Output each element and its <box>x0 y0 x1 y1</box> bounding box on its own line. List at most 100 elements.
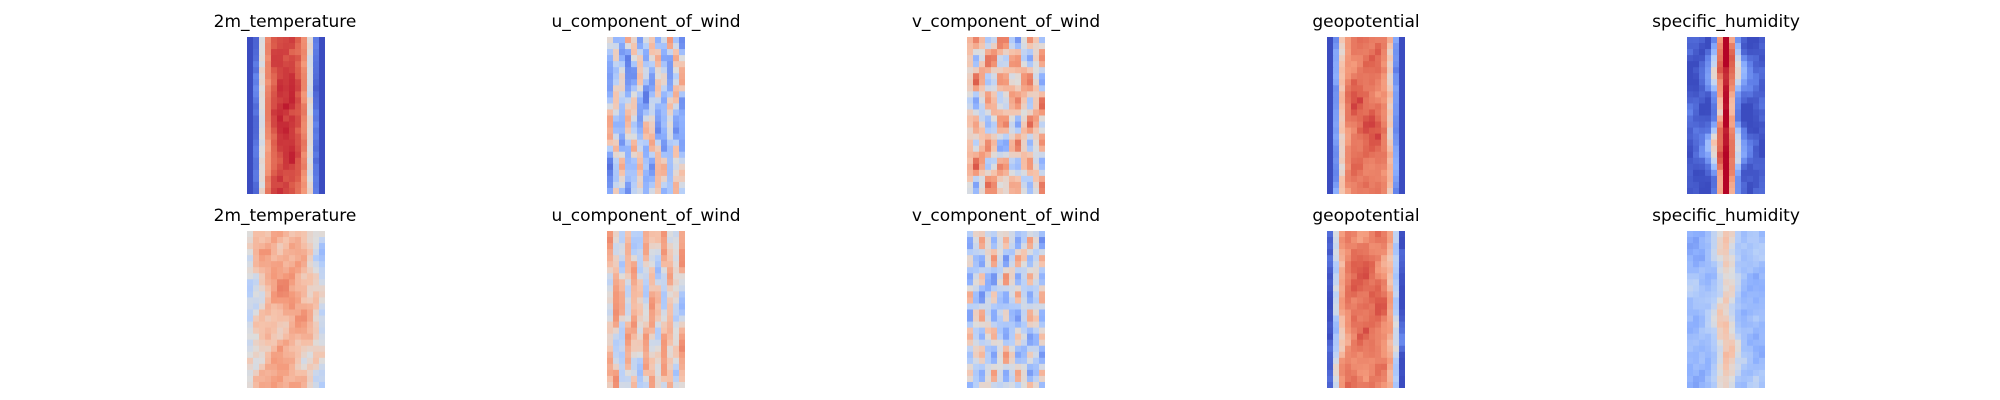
heatmap-cell <box>1687 73 1694 80</box>
heatmap-cell <box>1705 327 1712 335</box>
heatmap-cell <box>1759 175 1765 183</box>
heatmap-cell <box>679 321 685 329</box>
heatmap-cell <box>607 231 614 238</box>
heatmap-cell <box>1729 291 1736 299</box>
heatmap-cell <box>1039 115 1045 123</box>
heatmap-cell <box>1357 309 1364 317</box>
heatmap-cell <box>247 43 254 50</box>
heatmap-cell <box>997 231 1004 238</box>
heatmap-cell <box>1393 181 1400 189</box>
heatmap-cell <box>1375 285 1382 292</box>
heatmap-cell <box>619 73 626 80</box>
heatmap-cell <box>649 291 656 299</box>
heatmap-cell <box>1375 109 1382 117</box>
heatmap-cell <box>277 109 284 117</box>
heatmap-cell <box>649 261 656 268</box>
heatmap-cell <box>1003 187 1010 194</box>
heatmap-cell <box>1345 369 1352 377</box>
heatmap-cell <box>1339 303 1346 311</box>
heatmap-cell <box>991 79 998 86</box>
heatmap-cell <box>997 249 1004 256</box>
heatmap-cell <box>1699 163 1706 171</box>
heatmap-cell <box>985 255 992 262</box>
heatmap-cell <box>247 261 254 268</box>
heatmap-cell <box>1729 85 1736 92</box>
heatmap-cell <box>1387 91 1394 98</box>
heatmap-cell <box>643 291 650 299</box>
heatmap-cell <box>979 151 986 159</box>
heatmap-cell <box>265 363 272 371</box>
heatmap-cell <box>1387 109 1394 117</box>
heatmap-cell <box>667 97 674 105</box>
heatmap-cell <box>1399 339 1405 347</box>
heatmap-cell <box>1033 285 1040 292</box>
heatmap-cell <box>1759 297 1765 305</box>
heatmap-cell <box>655 61 662 68</box>
heatmap-cell <box>313 127 320 135</box>
heatmap-cell <box>649 345 656 353</box>
heatmap-cell <box>1699 255 1706 262</box>
heatmap-cell <box>637 315 644 323</box>
heatmap-cell <box>1033 43 1040 50</box>
heatmap-cell <box>625 243 632 250</box>
heatmap-cell <box>271 321 278 329</box>
heatmap-cell <box>319 381 325 388</box>
heatmap-cell <box>1327 85 1334 92</box>
heatmap-cell <box>1393 249 1400 256</box>
heatmap-cell <box>259 273 266 280</box>
heatmap-cell <box>637 285 644 292</box>
heatmap-cell <box>625 115 632 123</box>
heatmap-cell <box>1351 327 1358 335</box>
heatmap-cell <box>1333 61 1340 68</box>
heatmap-cell <box>1027 133 1034 141</box>
heatmap-cell <box>967 321 974 329</box>
heatmap-cell <box>679 237 685 244</box>
heatmap-cell <box>1729 49 1736 56</box>
heatmap-cell <box>679 121 685 129</box>
heatmap-cell <box>1393 309 1400 317</box>
heatmap-cell <box>667 369 674 377</box>
heatmap-cell <box>1345 351 1352 359</box>
heatmap-cell <box>319 151 325 159</box>
heatmap-cell <box>613 151 620 159</box>
heatmap-cell <box>1357 285 1364 292</box>
heatmap-cell <box>1369 55 1376 62</box>
heatmap-cell <box>637 49 644 56</box>
heatmap-cell <box>973 157 980 165</box>
heatmap-cell <box>649 273 656 280</box>
heatmap-cell <box>1345 237 1352 244</box>
heatmap-cell <box>1327 37 1334 44</box>
heatmap-cell <box>643 279 650 286</box>
heatmap-cell <box>619 231 626 238</box>
heatmap-cell <box>673 73 680 80</box>
heatmap-cell <box>619 261 626 268</box>
heatmap-cell <box>1039 187 1045 194</box>
heatmap-cell <box>295 309 302 317</box>
heatmap-cell <box>1369 249 1376 256</box>
heatmap-cell <box>985 175 992 183</box>
heatmap-cell <box>997 151 1004 159</box>
heatmap-cell <box>1345 267 1352 274</box>
heatmap-cell <box>613 97 620 105</box>
heatmap-cell <box>1393 327 1400 335</box>
heatmap-cell <box>1399 327 1405 335</box>
heatmap-cell <box>1399 97 1405 105</box>
heatmap-cell <box>1345 333 1352 341</box>
heatmap-cell <box>649 279 656 286</box>
heatmap-cell <box>1723 315 1730 323</box>
heatmap-cell <box>1351 79 1358 86</box>
heatmap-cell <box>1723 151 1730 159</box>
heatmap-cell <box>1027 67 1034 74</box>
heatmap-cell <box>991 381 998 388</box>
heatmap-cell <box>1357 61 1364 68</box>
heatmap-cell <box>265 273 272 280</box>
heatmap-cell <box>619 139 626 147</box>
heatmap-cell <box>1399 279 1405 286</box>
heatmap-cell <box>649 145 656 153</box>
heatmap-cell <box>1717 43 1724 50</box>
heatmap-cell <box>265 291 272 299</box>
heatmap-cell <box>1369 369 1376 377</box>
heatmap-cell <box>247 145 254 153</box>
heatmap-cell <box>1705 145 1712 153</box>
heatmap-cell <box>1039 345 1045 353</box>
